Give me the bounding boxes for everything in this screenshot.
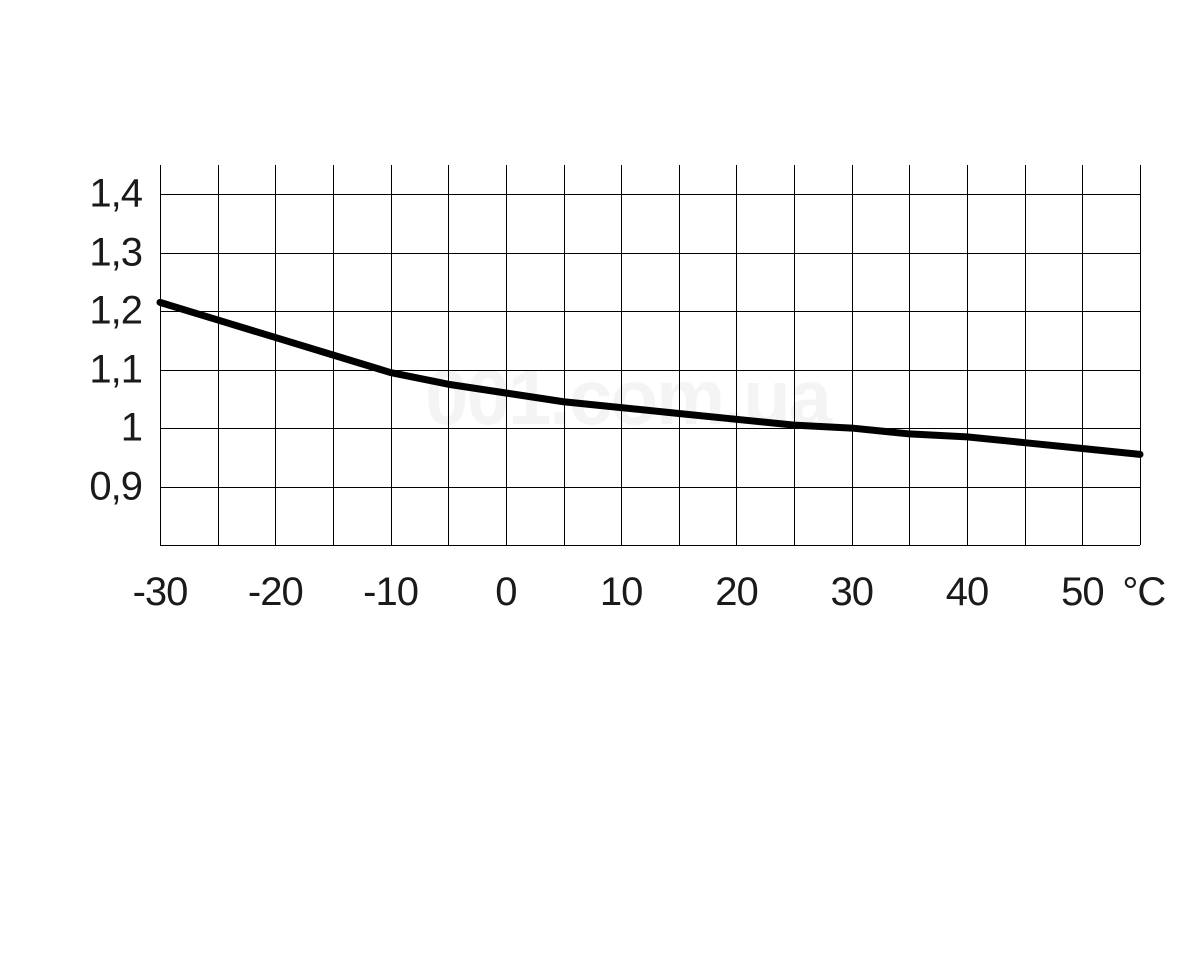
y-tick-label: 1,3 [89,230,142,275]
chart-container: 001.com.ua °C -30-20-10010203040501,41,3… [60,165,1140,715]
y-tick-label: 1,2 [89,289,142,334]
x-tick-label: -30 [133,570,188,615]
x-axis-unit: °C [1122,570,1165,615]
plot-area [160,165,1140,545]
x-tick-label: 10 [600,570,643,615]
series-line [160,165,1140,545]
y-tick-label: 0,9 [89,464,142,509]
x-tick-label: 50 [1061,570,1104,615]
x-tick-label: 30 [831,570,874,615]
x-tick-label: 20 [715,570,758,615]
y-tick-label: 1,4 [89,172,142,217]
x-tick-label: -10 [363,570,418,615]
x-tick-label: 40 [946,570,989,615]
y-tick-label: 1 [121,406,142,451]
grid-line-vertical [1140,165,1141,545]
y-tick-label: 1,1 [89,347,142,392]
x-tick-label: -20 [248,570,303,615]
x-tick-label: 0 [495,570,516,615]
grid-line-horizontal [160,545,1140,546]
